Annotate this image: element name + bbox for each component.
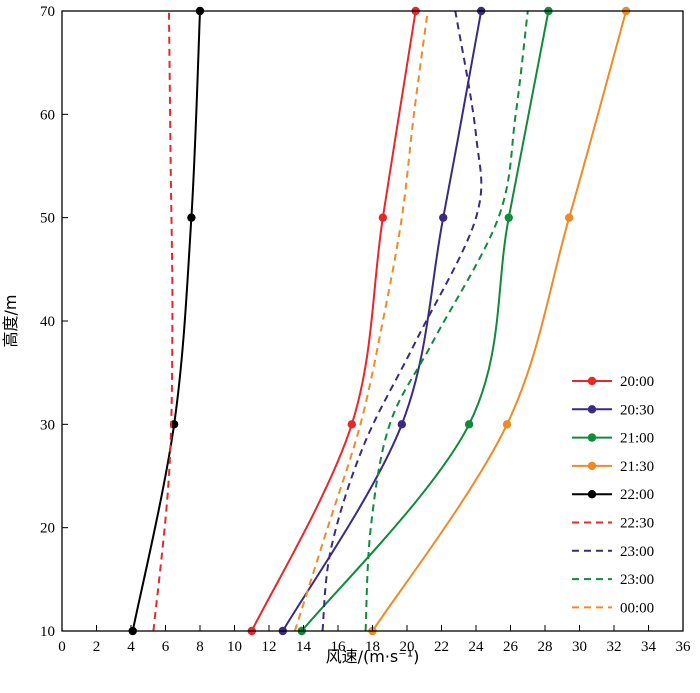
data-point [187, 213, 196, 222]
legend-label: 00:00 [620, 600, 654, 616]
data-point [347, 420, 356, 429]
legend-item: 22:30 [572, 516, 654, 532]
y-tick-label: 20 [40, 521, 55, 537]
y-tick-label: 50 [40, 211, 55, 227]
series-line [293, 10, 429, 632]
series-line [300, 10, 550, 632]
x-tick-label: 0 [58, 639, 66, 655]
legend-label: 22:00 [620, 487, 654, 503]
y-axis-title: 高度/m [1, 295, 20, 348]
x-axis-title: 风速/(m·s⁻¹) [326, 647, 420, 666]
series-7 [364, 10, 529, 632]
x-tick-label: 36 [676, 639, 692, 655]
series-line [152, 10, 174, 632]
data-point [502, 420, 512, 429]
y-tick-label: 10 [40, 624, 55, 640]
x-tick-label: 12 [262, 639, 277, 655]
legend-marker [587, 376, 597, 386]
x-tick-label: 34 [641, 639, 657, 655]
legend-label: 20:30 [620, 402, 654, 418]
x-tick-label: 4 [127, 639, 135, 655]
series-3 [368, 6, 631, 636]
data-point [464, 420, 474, 429]
legend-item: 22:00 [572, 487, 654, 503]
legend-marker [587, 461, 597, 471]
y-tick-label: 40 [40, 314, 55, 330]
legend-item: 21:00 [572, 431, 654, 447]
x-tick-label: 26 [503, 639, 519, 655]
series-8 [293, 10, 429, 632]
x-tick-label: 20 [400, 639, 415, 655]
legend-label: 23:00 [620, 544, 654, 560]
x-tick-label: 16 [331, 639, 347, 655]
y-tick-label: 70 [40, 4, 55, 20]
legend-label: 20:00 [620, 374, 654, 390]
series-line [371, 10, 628, 632]
x-tick-label: 28 [538, 639, 553, 655]
x-axis: 0 2 4 6 8 10 12 14 16 18 20 22 24 26 28 30 32 34 36 [58, 625, 691, 655]
legend-marker [587, 490, 597, 499]
series-line [321, 10, 483, 632]
series-6 [321, 10, 483, 632]
y-tick-label: 30 [40, 417, 55, 433]
legend-label: 21:30 [620, 459, 654, 475]
x-tick-label: 22 [434, 639, 449, 655]
legend-item: 23:00 [572, 572, 654, 588]
x-tick-label: 8 [196, 639, 204, 655]
series-line [131, 10, 201, 632]
legend-label: 23:00 [620, 572, 654, 588]
series-line [364, 10, 529, 632]
legend-item: 23:00 [572, 544, 654, 560]
x-tick-label: 18 [365, 639, 380, 655]
legend-label: 22:30 [620, 516, 654, 532]
legend-marker [587, 433, 597, 442]
data-point [439, 213, 448, 222]
x-tick-label: 6 [162, 639, 170, 655]
x-tick-label: 14 [296, 639, 312, 655]
data-point [378, 213, 388, 222]
legend-item: 21:30 [572, 459, 654, 475]
series-layer [128, 6, 631, 636]
x-tick-label: 2 [93, 639, 101, 655]
x-tick-label: 10 [227, 639, 242, 655]
legend: 20:00 20:30 21:00 21:30 22:00 22:30 23:00 23:00… [572, 374, 654, 616]
y-tick-label: 60 [40, 107, 55, 123]
series-line [281, 10, 483, 632]
data-point [397, 420, 407, 429]
x-tick-label: 24 [469, 639, 485, 655]
series-5 [152, 10, 174, 632]
series-line [250, 10, 417, 632]
legend-item: 20:00 [572, 374, 654, 390]
legend-item: 00:00 [572, 600, 654, 616]
legend-marker [587, 405, 597, 414]
x-tick-label: 30 [572, 639, 587, 655]
data-point [504, 213, 513, 222]
legend-item: 20:30 [572, 402, 654, 418]
data-point [564, 213, 574, 222]
y-axis: 10 20 30 40 50 60 70 [40, 4, 68, 640]
x-tick-label: 32 [607, 639, 622, 655]
legend-label: 21:00 [620, 431, 654, 447]
